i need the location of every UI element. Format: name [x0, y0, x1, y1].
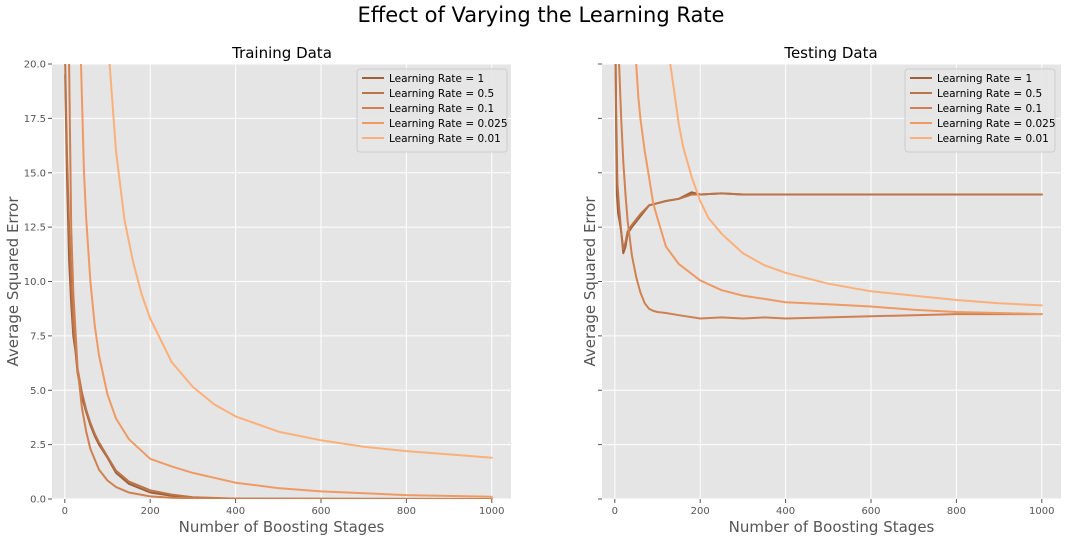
y-axis-label: Average Squared Error — [4, 196, 22, 367]
x-tick-label: 1000 — [1029, 506, 1054, 517]
y-tick-label: 0.0 — [30, 495, 46, 506]
y-tick-label: 7.5 — [30, 331, 46, 342]
series-group — [614, 64, 1043, 320]
series-line — [618, 64, 1043, 320]
x-tick-label: 600 — [861, 506, 880, 517]
x-tick-label: 1000 — [479, 506, 504, 517]
y-tick-label: 2.5 — [30, 440, 46, 451]
x-axis-label: Number of Boosting Stages — [729, 518, 935, 536]
legend-label: Learning Rate = 0.025 — [389, 118, 508, 130]
legend-label: Learning Rate = 0.1 — [937, 103, 1042, 115]
legend-label: Learning Rate = 0.025 — [937, 118, 1056, 130]
y-tick-label: 15.0 — [24, 168, 46, 179]
legend-label: Learning Rate = 1 — [937, 73, 1032, 85]
panel-title: Testing Data — [783, 44, 877, 62]
legend-box — [356, 68, 508, 153]
x-tick-label: 800 — [397, 506, 416, 517]
legend: Learning Rate = 1 Learning Rate = 0.5 Lear… — [904, 68, 1056, 153]
x-tick-label: 0 — [612, 506, 618, 517]
series-line — [80, 64, 493, 498]
training-panel: 0 200 400 600 800 1000 0.0 2.5 5.0 7.5 10.0 12.5 15.… — [4, 44, 511, 536]
legend: Learning Rate = 1 Learning Rate = 0.5 Lear… — [356, 68, 508, 153]
testing-panel: 0 200 400 600 800 1000 Testing Data Number of B… — [581, 44, 1061, 536]
legend-label: Learning Rate = 0.01 — [937, 133, 1049, 145]
y-tick-label: 17.5 — [24, 114, 46, 125]
figure-title: Effect of Varying the Learning Rate — [358, 3, 725, 27]
y-tick-label: 12.5 — [24, 223, 46, 234]
x-axis-label: Number of Boosting Stages — [179, 518, 385, 536]
x-tick-label: 800 — [947, 506, 966, 517]
series-line — [64, 64, 493, 499]
legend-label: Learning Rate = 0.5 — [937, 88, 1042, 100]
series-line — [68, 64, 493, 499]
y-tick-label: 20.0 — [24, 60, 46, 71]
y-axis-label: Average Squared Error — [581, 196, 599, 367]
x-tick-label: 200 — [141, 506, 160, 517]
panel-title: Training Data — [231, 44, 332, 62]
x-tick-label: 0 — [62, 506, 68, 517]
series-line — [635, 64, 1043, 316]
series-line — [669, 64, 1043, 307]
x-tick-label: 400 — [226, 506, 245, 517]
legend-label: Learning Rate = 0.1 — [389, 103, 494, 115]
x-tick-label: 600 — [311, 506, 330, 517]
y-tick-label: 10.0 — [24, 277, 46, 288]
legend-label: Learning Rate = 1 — [389, 73, 484, 85]
legend-label: Learning Rate = 0.01 — [389, 133, 501, 145]
series-line — [108, 64, 493, 459]
y-tick-label: 5.0 — [30, 386, 46, 397]
x-tick-label: 200 — [691, 506, 710, 517]
legend-box — [904, 68, 1056, 153]
series-group — [64, 64, 493, 499]
legend-label: Learning Rate = 0.5 — [389, 88, 494, 100]
x-tick-label: 400 — [776, 506, 795, 517]
